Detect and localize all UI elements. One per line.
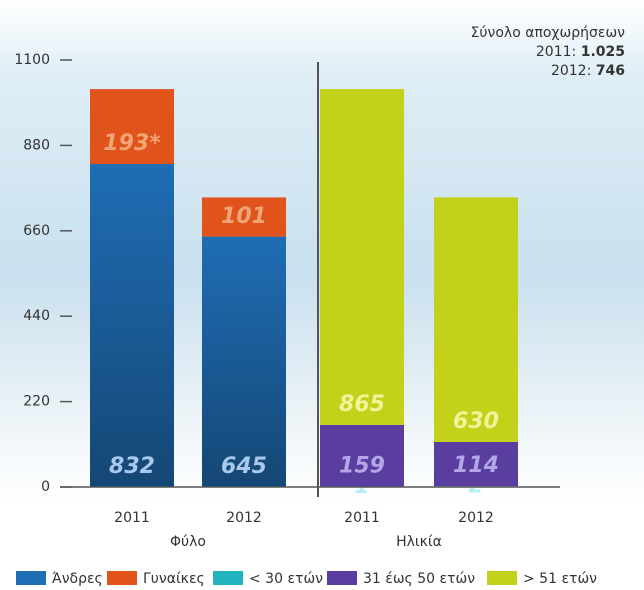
value-label: 114 bbox=[453, 453, 499, 478]
value-label: 832 bbox=[109, 454, 155, 479]
annotation-title: Σύνολο αποχωρήσεων bbox=[471, 25, 626, 41]
bar-shade bbox=[202, 237, 286, 487]
y-tick-label: 660 bbox=[23, 223, 50, 239]
value-label: 193* bbox=[103, 131, 161, 156]
group-label: Ηλικία bbox=[396, 534, 442, 550]
value-label: 645 bbox=[221, 454, 267, 479]
y-tick-label: 440 bbox=[23, 308, 50, 324]
y-tick-label: 1100 bbox=[14, 52, 50, 68]
legend-swatch bbox=[16, 571, 46, 585]
annotation-line: 2012: 746 bbox=[551, 63, 625, 79]
legend-swatch bbox=[327, 571, 357, 585]
legend-swatch bbox=[487, 571, 517, 585]
annotation-value: 1.025 bbox=[581, 44, 625, 60]
chart: Σύνολο αποχωρήσεων 2011: 1.025 2012: 746… bbox=[0, 0, 644, 590]
legend-label: > 51 ετών bbox=[523, 571, 597, 587]
bar-segment bbox=[320, 89, 404, 425]
x-tick-label: 2012 bbox=[458, 510, 494, 526]
annotation-line: 2011: 1.025 bbox=[536, 44, 625, 60]
bar-segment bbox=[434, 197, 518, 442]
annotation-value: 746 bbox=[596, 63, 625, 79]
legend-label: Άνδρες bbox=[52, 571, 103, 587]
x-tick-label: 2011 bbox=[114, 510, 150, 526]
value-label: 159 bbox=[339, 454, 385, 479]
bar-shade bbox=[90, 164, 174, 487]
legend-swatch bbox=[107, 571, 137, 585]
x-tick-label: 2012 bbox=[226, 510, 262, 526]
annotation-label: 2012: bbox=[551, 63, 591, 79]
x-tick-label: 2011 bbox=[344, 510, 380, 526]
legend-label: 31 έως 50 ετών bbox=[363, 571, 475, 587]
value-label: 865 bbox=[339, 392, 385, 417]
legend-label: Γυναίκες bbox=[143, 571, 205, 587]
y-tick-label: 220 bbox=[23, 394, 50, 410]
value-label: 101 bbox=[221, 204, 267, 229]
y-tick-label: 880 bbox=[23, 137, 50, 153]
legend-label: < 30 ετών bbox=[249, 571, 323, 587]
legend-swatch bbox=[213, 571, 243, 585]
group-label: Φύλο bbox=[170, 534, 206, 550]
y-tick-label: 0 bbox=[41, 479, 50, 495]
annotation-label: 2011: bbox=[536, 44, 576, 60]
value-label: 630 bbox=[453, 409, 499, 434]
